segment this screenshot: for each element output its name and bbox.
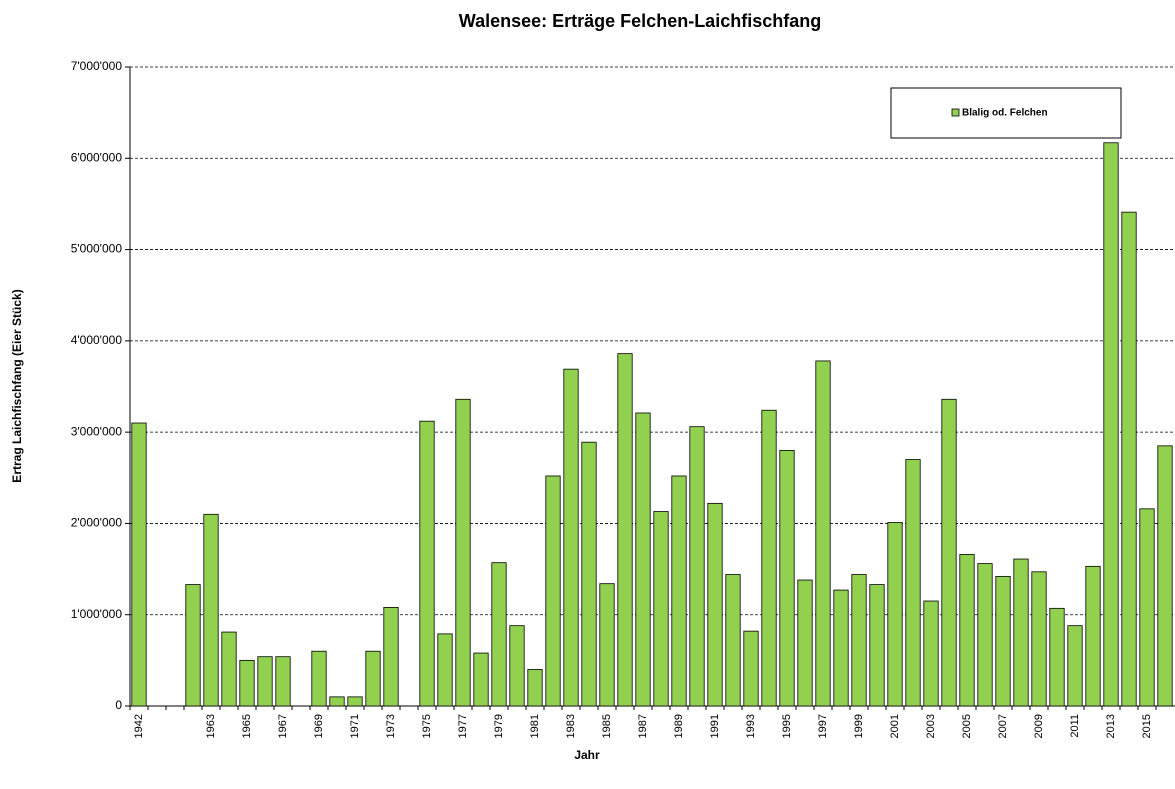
bar bbox=[797, 579, 813, 707]
bar bbox=[545, 475, 561, 707]
bar bbox=[671, 475, 687, 707]
legend-box bbox=[890, 87, 1122, 139]
bar bbox=[221, 631, 237, 707]
bar bbox=[1085, 565, 1101, 707]
legend-label: Blalig od. Felchen bbox=[962, 108, 1048, 119]
x-tick-label: 1999 bbox=[853, 714, 865, 738]
bar bbox=[851, 574, 867, 707]
bar bbox=[419, 420, 435, 707]
bar bbox=[1031, 571, 1047, 707]
bar bbox=[527, 669, 543, 707]
bar bbox=[1121, 211, 1137, 707]
x-tick-label: 1971 bbox=[349, 714, 361, 738]
bar bbox=[959, 554, 975, 707]
bar bbox=[1157, 445, 1173, 707]
bar bbox=[1067, 625, 1083, 707]
bar bbox=[599, 583, 615, 707]
x-tick-label: 1991 bbox=[709, 714, 721, 738]
bar bbox=[905, 459, 921, 707]
bar bbox=[365, 650, 381, 707]
x-tick-label: 1983 bbox=[565, 714, 577, 738]
bar bbox=[239, 659, 255, 707]
bar bbox=[131, 422, 147, 707]
y-tick-label: 4'000'000 bbox=[71, 333, 123, 347]
x-tick-label: 1985 bbox=[601, 714, 613, 738]
x-tick-label: 2013 bbox=[1105, 714, 1117, 738]
bar bbox=[635, 412, 651, 707]
bar bbox=[455, 398, 471, 707]
bar bbox=[869, 584, 885, 707]
x-tick-label: 1997 bbox=[817, 714, 829, 738]
bar bbox=[473, 652, 489, 707]
bar bbox=[329, 696, 345, 707]
x-tick-label: 2001 bbox=[889, 714, 901, 738]
bar bbox=[1049, 607, 1065, 707]
bar bbox=[383, 607, 399, 707]
bar bbox=[725, 574, 741, 707]
y-tick-label: 2'000'000 bbox=[71, 516, 123, 530]
x-tick-label: 2011 bbox=[1069, 714, 1081, 738]
bar bbox=[581, 441, 597, 707]
bar bbox=[689, 426, 705, 707]
bar bbox=[941, 398, 957, 707]
x-tick-label: 2009 bbox=[1033, 714, 1045, 738]
x-tick-label: 1942 bbox=[133, 714, 145, 738]
x-tick-label: 1963 bbox=[205, 714, 217, 738]
bar bbox=[743, 630, 759, 707]
x-tick-label: 2003 bbox=[925, 714, 937, 738]
bar bbox=[563, 368, 579, 707]
bar bbox=[995, 575, 1011, 707]
bar bbox=[203, 513, 219, 707]
x-tick-label: 1973 bbox=[385, 714, 397, 738]
bar bbox=[923, 600, 939, 707]
bar bbox=[617, 353, 633, 707]
x-tick-label: 1975 bbox=[421, 714, 433, 738]
bar bbox=[1013, 558, 1029, 707]
y-tick-label: 7'000'000 bbox=[71, 59, 123, 73]
chart-title: Walensee: Erträge Felchen-Laichfischfang bbox=[459, 11, 821, 31]
y-tick-label: 3'000'000 bbox=[71, 424, 123, 438]
bar bbox=[815, 360, 831, 707]
y-tick-label: 5'000'000 bbox=[71, 242, 123, 256]
bar bbox=[311, 650, 327, 707]
x-tick-label: 2015 bbox=[1141, 714, 1153, 738]
bar bbox=[707, 502, 723, 707]
bar bbox=[185, 584, 201, 707]
x-tick-label: 1965 bbox=[241, 714, 253, 738]
bar bbox=[887, 522, 903, 707]
bar bbox=[779, 449, 795, 707]
bar bbox=[1139, 508, 1155, 707]
x-tick-label: 1979 bbox=[493, 714, 505, 738]
y-axis-title: Ertrag Laichfischfang (Eier Stück) bbox=[10, 289, 24, 482]
y-tick-label: 6'000'000 bbox=[71, 150, 123, 164]
bar bbox=[1103, 142, 1119, 707]
bar bbox=[275, 656, 291, 707]
y-tick-label: 1'000'000 bbox=[71, 607, 123, 621]
x-tick-label: 1987 bbox=[637, 714, 649, 738]
bar bbox=[491, 562, 507, 707]
x-tick-label: 2005 bbox=[961, 714, 973, 738]
x-tick-label: 2007 bbox=[997, 714, 1009, 738]
bar bbox=[653, 511, 669, 707]
x-axis-title: Jahr bbox=[574, 748, 600, 762]
bar bbox=[257, 656, 273, 707]
y-tick-label: 0 bbox=[115, 698, 122, 712]
x-tick-label: 1977 bbox=[457, 714, 469, 738]
bar bbox=[347, 696, 363, 707]
x-tick-label: 1995 bbox=[781, 714, 793, 738]
x-tick-label: 1967 bbox=[277, 714, 289, 738]
bar bbox=[437, 633, 453, 707]
x-tick-label: 1981 bbox=[529, 714, 541, 738]
x-tick-label: 1969 bbox=[313, 714, 325, 738]
bar bbox=[761, 409, 777, 707]
bar bbox=[509, 625, 525, 707]
bar bbox=[833, 589, 849, 707]
x-tick-label: 1989 bbox=[673, 714, 685, 738]
bar bbox=[977, 563, 993, 707]
x-tick-label: 1993 bbox=[745, 714, 757, 738]
legend-swatch bbox=[951, 108, 960, 117]
